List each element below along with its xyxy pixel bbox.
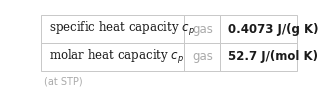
Bar — [41, 15, 184, 43]
Text: gas: gas — [192, 23, 213, 36]
Bar — [41, 43, 184, 71]
Text: gas: gas — [192, 50, 213, 63]
Bar — [184, 43, 220, 71]
Text: 52.7 J/(mol K): 52.7 J/(mol K) — [228, 50, 318, 63]
Text: specific heat capacity $c_p$: specific heat capacity $c_p$ — [49, 20, 195, 38]
Bar — [184, 15, 220, 43]
Bar — [220, 43, 297, 71]
Text: molar heat capacity $c_p$: molar heat capacity $c_p$ — [49, 48, 184, 66]
Text: 0.4073 J/(g K): 0.4073 J/(g K) — [228, 23, 318, 36]
Text: (at STP): (at STP) — [44, 77, 82, 87]
Bar — [220, 15, 297, 43]
